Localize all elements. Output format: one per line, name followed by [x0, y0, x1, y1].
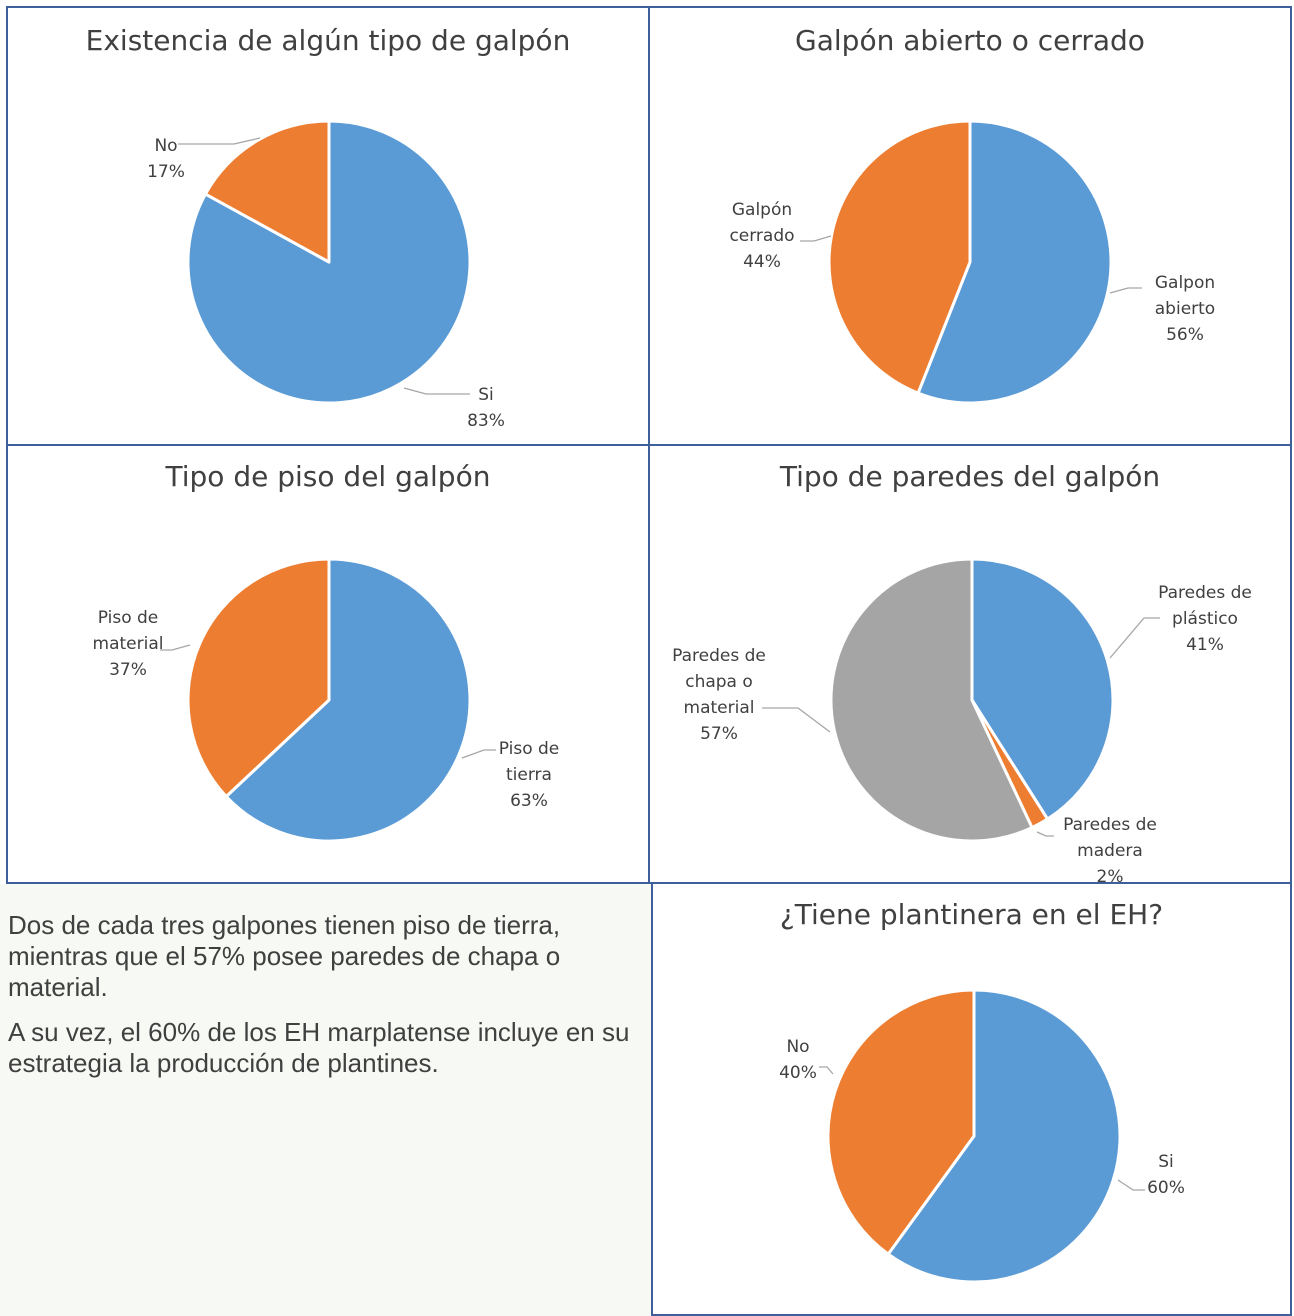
- data-label-galpon-cerrado: Galpón cerrado 44%: [712, 197, 812, 275]
- data-label-percent: 17%: [147, 162, 185, 182]
- data-label-percent: 40%: [779, 1063, 817, 1083]
- data-label-piso-tierra: Piso de tierra 63%: [484, 736, 574, 814]
- data-label-percent: 57%: [700, 724, 738, 744]
- leader-line: [819, 1066, 834, 1075]
- chart-title: Galpón abierto o cerrado: [795, 24, 1145, 57]
- leader-line: [160, 644, 191, 651]
- leader-line: [461, 749, 496, 759]
- pie-chart-svg: [762, 557, 1160, 843]
- chart-galpon-open-closed: Galpón abierto o cerrado Galpón cerrado 4…: [648, 6, 1292, 446]
- chart-piso-type: Tipo de piso del galpón Piso de material …: [6, 444, 650, 884]
- data-label-si: Si 83%: [456, 382, 516, 434]
- chart-plantinera: ¿Tiene plantinera en el EH? No 40% Si 60…: [651, 882, 1292, 1316]
- pie-slice-galpon-abierto: [916, 119, 1113, 405]
- leader-line: [1109, 617, 1160, 659]
- data-label-si: Si 60%: [1141, 1149, 1191, 1201]
- data-label-percent: 63%: [510, 791, 548, 811]
- chart-paredes-type: Tipo de paredes del galpón Paredes de plá…: [648, 444, 1292, 884]
- pie-chart-svg: [800, 119, 1142, 405]
- pie-slice-piso-de-tierra: [224, 557, 472, 843]
- data-label-piso-material: Piso de material 37%: [78, 605, 178, 683]
- data-label-paredes-chapa: Paredes de chapa o material 57%: [656, 643, 782, 747]
- pie-slice-no: [203, 119, 331, 264]
- leader-line: [1036, 831, 1054, 837]
- pie-slice-no: [826, 988, 976, 1256]
- data-label-percent: 56%: [1166, 325, 1204, 345]
- data-label-percent: 41%: [1186, 635, 1224, 655]
- pie-slice-piso-de-material: [186, 557, 331, 799]
- leader-line: [762, 707, 831, 733]
- pie-chart-svg: [178, 119, 472, 405]
- pie-slice-paredes-de-chapa-o-material: [829, 557, 1034, 843]
- chart-galpon-existence: Existencia de algún tipo de galpón No 17…: [6, 6, 650, 446]
- data-label-paredes-madera: Paredes de madera 2%: [1050, 812, 1170, 884]
- summary-paragraph-1: Dos de cada tres galpones tienen piso de…: [8, 910, 561, 1002]
- summary-text-block: Dos de cada tres galpones tienen piso de…: [0, 884, 651, 1316]
- pie-chart-svg: [819, 988, 1145, 1284]
- data-label-galpon-abierto: Galpon abierto 56%: [1140, 270, 1230, 348]
- pie-chart-svg: [160, 557, 496, 843]
- leader-line: [800, 235, 832, 242]
- leader-line: [178, 137, 261, 145]
- summary-paragraph-2: A su vez, el 60% de los EH marplatense i…: [8, 1017, 630, 1078]
- data-label-percent: 60%: [1147, 1178, 1185, 1198]
- leader-line: [403, 387, 470, 395]
- data-label-percent: 2%: [1096, 867, 1124, 884]
- data-label-percent: 37%: [109, 660, 147, 680]
- chart-title: ¿Tiene plantinera en el EH?: [779, 898, 1164, 931]
- leader-line: [1109, 287, 1142, 294]
- leader-line: [1117, 1179, 1145, 1191]
- chart-title: Tipo de paredes del galpón: [779, 460, 1161, 493]
- chart-title: Tipo de piso del galpón: [165, 460, 491, 493]
- pie-slice-si: [886, 988, 1122, 1284]
- data-label-no: No 17%: [136, 133, 196, 185]
- data-label-percent: 44%: [743, 252, 781, 272]
- data-label-no: No 40%: [773, 1034, 823, 1086]
- chart-title: Existencia de algún tipo de galpón: [85, 24, 571, 57]
- data-label-percent: 83%: [467, 411, 505, 431]
- pie-slice-galpón-cerrado: [827, 119, 972, 395]
- data-label-paredes-plastico: Paredes de plástico 41%: [1150, 580, 1260, 658]
